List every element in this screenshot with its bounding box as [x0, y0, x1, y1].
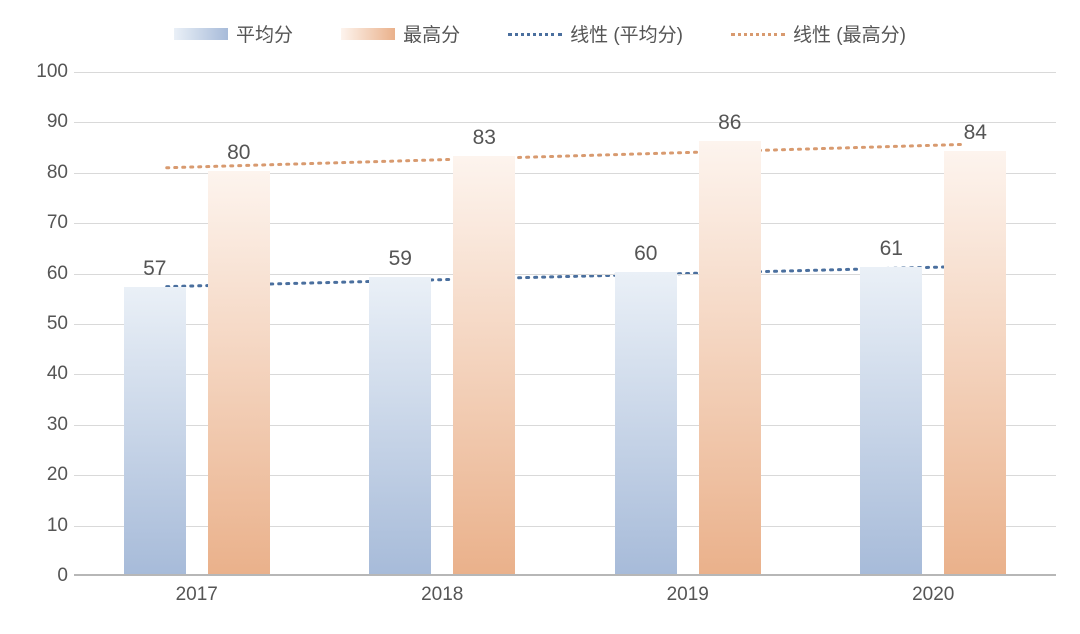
- bar-value-label: 83: [453, 126, 515, 150]
- y-tick-label: 30: [18, 414, 68, 436]
- bar-value-label: 86: [699, 111, 761, 135]
- bar-value-label: 84: [944, 121, 1006, 145]
- trendline-max: [167, 144, 964, 167]
- y-tick-label: 0: [18, 565, 68, 587]
- bar-avg: 59: [369, 277, 431, 574]
- bar-avg: 60: [615, 272, 677, 574]
- bar-value-label: 80: [208, 141, 270, 165]
- legend-swatch-trend-max: [731, 33, 785, 35]
- bar-avg: 57: [124, 287, 186, 574]
- bar-max: 86: [699, 141, 761, 574]
- legend-label: 线性 (最高分): [793, 20, 906, 47]
- legend-item-max-bar: 最高分: [341, 20, 460, 47]
- legend-label: 平均分: [236, 20, 293, 47]
- y-tick-label: 10: [18, 515, 68, 537]
- gridline: [74, 122, 1056, 123]
- bar-max: 84: [944, 151, 1006, 574]
- bar-value-label: 61: [860, 237, 922, 261]
- x-tick-label: 2018: [412, 584, 472, 606]
- bar-max: 80: [208, 171, 270, 574]
- bar-value-label: 60: [615, 242, 677, 266]
- legend-item-avg-bar: 平均分: [174, 20, 293, 47]
- bar-max: 83: [453, 156, 515, 574]
- legend-label: 最高分: [403, 20, 460, 47]
- legend-item-avg-trend: 线性 (平均分): [508, 20, 683, 47]
- legend: 平均分 最高分 线性 (平均分) 线性 (最高分): [0, 20, 1080, 47]
- y-tick-label: 80: [18, 162, 68, 184]
- bar-avg: 61: [860, 267, 922, 574]
- y-tick-label: 90: [18, 111, 68, 133]
- y-tick-label: 100: [18, 61, 68, 83]
- x-tick-label: 2020: [903, 584, 963, 606]
- bar-value-label: 57: [124, 257, 186, 281]
- y-tick-label: 60: [18, 263, 68, 285]
- legend-swatch-avg: [174, 28, 228, 40]
- y-tick-label: 20: [18, 464, 68, 486]
- plot-area: 5780598360866184: [74, 72, 1056, 576]
- legend-swatch-max: [341, 28, 395, 40]
- bar-value-label: 59: [369, 247, 431, 271]
- y-tick-label: 70: [18, 212, 68, 234]
- legend-label: 线性 (平均分): [570, 20, 683, 47]
- bar-chart: 平均分 最高分 线性 (平均分) 线性 (最高分) 57805983608661…: [0, 0, 1080, 634]
- legend-item-max-trend: 线性 (最高分): [731, 20, 906, 47]
- trendline-avg: [167, 267, 964, 287]
- x-tick-label: 2017: [167, 584, 227, 606]
- x-tick-label: 2019: [658, 584, 718, 606]
- y-tick-label: 40: [18, 363, 68, 385]
- legend-swatch-trend-avg: [508, 33, 562, 35]
- gridline: [74, 72, 1056, 73]
- y-tick-label: 50: [18, 313, 68, 335]
